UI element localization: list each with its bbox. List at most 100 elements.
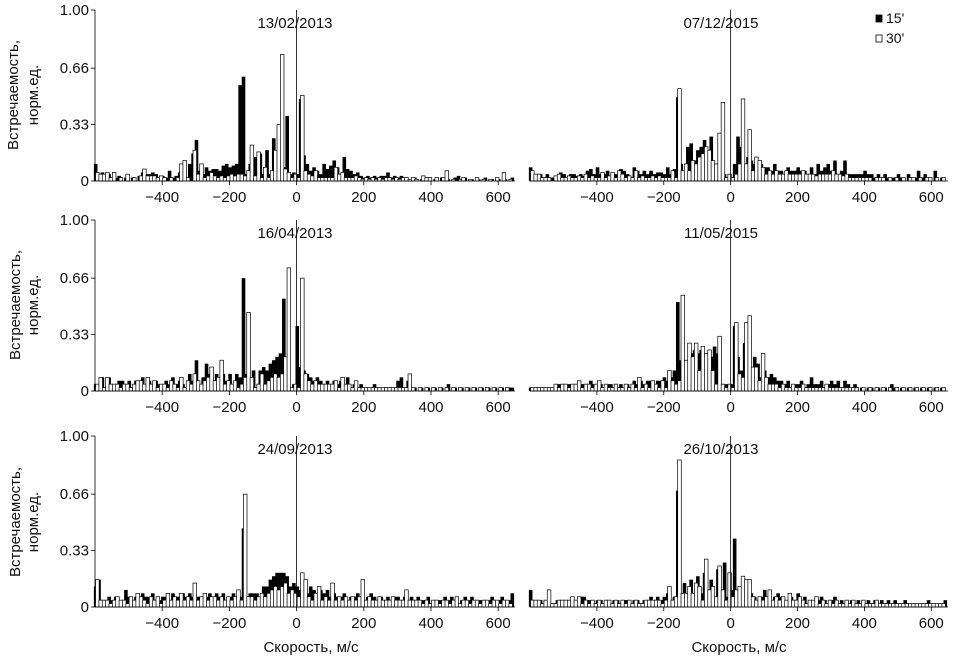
bar-15-p1-31 (214, 169, 219, 181)
x-tick-label-p3-2: 0 (292, 399, 300, 416)
x-tick-label-p4-5: 600 (919, 399, 944, 416)
bar-15-p1-52 (285, 116, 289, 181)
bar-15-p3-107 (510, 387, 515, 391)
bar-15-p1-70 (345, 169, 350, 181)
bar-15-p2-88 (826, 163, 831, 181)
bar-15-p4-84 (809, 377, 814, 391)
bar-30-p2-43 (677, 88, 682, 182)
panel-3: 0 0.33 0.66 1.00 −400 −200 0 200 400 600 16/04/201… (60, 212, 515, 416)
y-tick-label-p3-2: 0.66 (60, 270, 89, 287)
bar-15-p4-72 (769, 373, 774, 391)
bar-30-p1-5 (111, 172, 117, 182)
y-tick-label-p1-0: 0 (81, 173, 89, 190)
bar-15-p1-34 (224, 163, 229, 181)
y-tick-label-p5-3: 1.00 (60, 428, 89, 445)
y-tick-label-p5-0: 0 (81, 599, 89, 616)
bar-15-p1-63 (322, 163, 326, 181)
bar-30-p3-57 (286, 267, 292, 392)
y-tick-label-p3-3: 1.00 (60, 212, 89, 229)
bar-30-p4-101 (881, 387, 886, 392)
bar-30-p1-8 (132, 177, 137, 182)
panel-1: 0 0.33 0.66 1.00 −400 −200 0 200 400 600 13/02/201… (60, 2, 515, 206)
bar-30-p3-102 (464, 387, 470, 392)
panel-title-2: 07/12/2015 (683, 15, 758, 32)
bar-30-p2-103 (881, 177, 886, 182)
bar-15-p4-87 (819, 380, 824, 391)
panels-group: 0 0.33 0.66 1.00 −400 −200 0 200 400 600 13/02/201… (60, 2, 948, 632)
bar-15-p2-115 (933, 170, 938, 181)
bar-30-p1-7 (125, 173, 130, 182)
bar-15-p4-94 (843, 380, 847, 391)
legend-label-30: 30' (886, 30, 904, 46)
bar-15-p1-39 (241, 76, 246, 181)
bar-30-p2-112 (934, 177, 940, 182)
y-tick-label-p1-1: 0.33 (60, 117, 89, 134)
x-tick-label-p5-2: 0 (292, 615, 300, 632)
panel-title-5: 24/09/2013 (257, 441, 332, 458)
bar-30-p2-104 (887, 177, 893, 182)
x-tick-label-p2-0: −400 (580, 189, 614, 206)
bar-15-p6-56 (722, 562, 727, 607)
bar-30-p1-54 (300, 95, 305, 182)
bar-30-p4-103 (894, 387, 899, 392)
bar-15-p6-59 (732, 538, 737, 607)
bar-30-p4-56 (717, 335, 722, 392)
legend: 15' 30' (875, 10, 904, 46)
x-tick-label-p5-1: −200 (213, 615, 247, 632)
bar-15-p2-40 (665, 167, 670, 181)
bar-30-p4-98 (861, 387, 866, 392)
bar-30-p3-104 (478, 387, 483, 392)
bar-30-p4-110 (941, 387, 946, 392)
bar-15-p5-124 (510, 593, 515, 607)
bar-30-p3-103 (471, 387, 476, 392)
y-tick-label-p1-3: 1.00 (60, 2, 89, 19)
bar-30-p1-21 (185, 177, 191, 182)
bar-30-p6-44 (677, 459, 682, 608)
bar-30-p2-56 (720, 101, 726, 182)
panel-4: −400 −200 0 200 400 600 11/05/2015 (528, 220, 948, 416)
bar-30-p3-99 (444, 387, 449, 392)
bar-30-p2-108 (911, 177, 916, 182)
bar-30-p3-107 (498, 387, 503, 392)
legend-label-15: 15' (886, 10, 904, 26)
y-tick-label-p1-2: 0.66 (60, 60, 89, 77)
x-tick-label-p1-3: 200 (351, 189, 376, 206)
bar-15-p3-58 (295, 326, 300, 391)
bar-15-p2-112 (916, 170, 921, 181)
x-tick-label-p1-1: −200 (213, 189, 247, 206)
bar-15-p4-77 (786, 380, 790, 391)
bar-30-p5-123 (508, 603, 513, 608)
bar-30-p3-96 (424, 387, 429, 392)
bar-30-p4-97 (854, 387, 859, 392)
x-tick-label-p3-3: 200 (351, 399, 376, 416)
bar-30-p2-100 (867, 177, 873, 182)
bar-15-p4-90 (829, 380, 834, 391)
bar-30-p3-105 (484, 387, 490, 392)
x-tick-label-p2-4: 400 (852, 189, 877, 206)
x-tick-label-p6-5: 600 (919, 615, 944, 632)
bar-30-p4-104 (901, 387, 906, 392)
x-tick-label-p3-1: −200 (213, 399, 247, 416)
bar-30-p1-16 (162, 177, 167, 182)
y-tick-label-p5-2: 0.66 (60, 486, 89, 503)
x-tick-label-p6-3: 200 (785, 615, 810, 632)
bar-30-p4-109 (934, 387, 940, 392)
x-tick-label-p3-5: 600 (486, 399, 511, 416)
bar-30-p1-41 (256, 151, 261, 182)
bar-15-p1-46 (265, 150, 269, 181)
bar-30-p3-101 (458, 387, 463, 392)
bar-30-p5-44 (243, 493, 248, 608)
y-axis-label-row-2-line-2: норм.ед. (25, 275, 42, 335)
bar-30-p3-97 (431, 387, 436, 392)
bar-30-p1-99 (474, 177, 480, 182)
bar-30-p4-107 (921, 387, 926, 392)
bar-15-p2-17 (589, 169, 593, 181)
bar-30-p4-102 (887, 387, 893, 392)
bar-30-p3-100 (451, 387, 456, 392)
bar-30-p4-108 (928, 387, 933, 392)
bar-30-p3-108 (505, 387, 510, 392)
bar-30-p2-111 (928, 177, 933, 182)
x-tick-label-p6-2: 0 (726, 615, 734, 632)
bar-15-p4-92 (836, 380, 841, 391)
x-tick-label-p2-3: 200 (785, 189, 810, 206)
